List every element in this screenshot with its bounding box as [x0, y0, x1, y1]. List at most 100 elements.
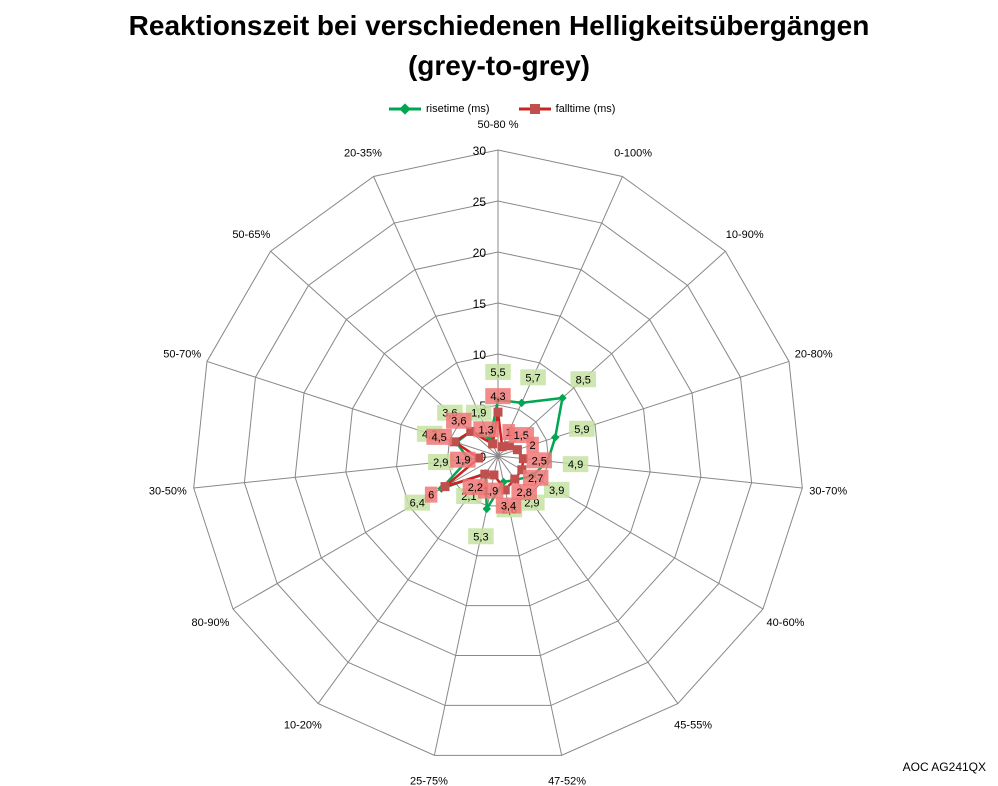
- category-label: 10-90%: [726, 229, 764, 241]
- data-point: [517, 465, 527, 475]
- data-label: 3,9: [549, 485, 564, 497]
- grid-spoke-1: [497, 176, 623, 457]
- data-label-bg: [465, 404, 492, 421]
- data-label: 1,9: [471, 408, 486, 420]
- data-point: [558, 393, 567, 403]
- legend-swatch-falltime: [518, 104, 551, 114]
- data-label: 1,5: [514, 430, 529, 442]
- data-label: 3,4: [501, 501, 516, 513]
- data-label: 1,3: [478, 424, 493, 436]
- data-label-bg: [450, 451, 476, 468]
- data-label-bg: [543, 481, 570, 498]
- data-label-bg: [473, 421, 499, 438]
- data-label: 2,2: [468, 482, 483, 494]
- grid-ring-5: [243, 200, 753, 706]
- data-label: 4,9: [568, 459, 583, 471]
- category-label: 0-100%: [614, 148, 652, 160]
- data-label: 6: [428, 490, 434, 502]
- data-point: [493, 407, 503, 417]
- data-label: 1,9: [455, 455, 470, 467]
- category-label: 10-20%: [284, 720, 322, 732]
- data-point: [482, 504, 492, 514]
- data-point: [510, 474, 520, 484]
- data-point: [517, 398, 526, 408]
- category-label: 50-70%: [163, 348, 201, 360]
- data-label: 5,9: [574, 424, 589, 436]
- chart-title-line1: Reaktionszeit bei verschiedenen Helligke…: [128, 10, 870, 41]
- tick-label: 20: [473, 246, 487, 260]
- data-label: 3,6: [451, 416, 466, 428]
- data-label-bg: [495, 497, 522, 514]
- data-label-bg: [520, 369, 546, 386]
- data-label: 5,3: [473, 531, 488, 543]
- tick-label: 30: [473, 144, 487, 158]
- data-label-bg: [426, 428, 452, 445]
- data-label: 2,8: [517, 487, 532, 499]
- data-label: 4,3: [490, 391, 505, 403]
- data-label-bg: [404, 494, 430, 511]
- category-label: 30-70%: [809, 486, 847, 498]
- grid-spoke-2: [497, 250, 726, 457]
- data-point: [550, 433, 560, 442]
- data-point: [488, 439, 498, 449]
- grid-ring-6: [193, 149, 803, 756]
- data-label-bg: [562, 456, 589, 473]
- data-label-bg: [462, 479, 489, 496]
- category-label: 20-35%: [344, 148, 382, 160]
- legend-item-risetime: risetime (ms): [388, 103, 490, 115]
- data-label-bg: [569, 420, 595, 437]
- legend-item-falltime: falltime (ms): [518, 103, 616, 115]
- chart-title-line2: (grey-to-grey): [407, 50, 590, 81]
- grid-ring-3: [345, 302, 651, 607]
- data-label: 5,5: [490, 367, 505, 379]
- category-label: 50-80 %: [478, 119, 519, 131]
- data-label-bg: [526, 452, 553, 469]
- data-label-bg: [570, 371, 596, 388]
- grid-spoke-10: [232, 455, 499, 610]
- data-label: 6,4: [410, 498, 425, 510]
- data-point: [497, 442, 507, 452]
- grid-spoke-3: [497, 360, 790, 457]
- category-label: 20-80%: [795, 348, 833, 360]
- data-label: 2: [530, 440, 536, 452]
- legend-label-risetime: risetime (ms): [426, 103, 490, 115]
- data-label-bg: [427, 454, 454, 471]
- legend-swatch-risetime: [389, 103, 421, 115]
- category-label: 30-50%: [149, 486, 187, 498]
- tick-label: 10: [473, 348, 487, 362]
- data-label-bg: [511, 484, 537, 501]
- category-label: 25-75%: [410, 776, 448, 786]
- data-label: 4,5: [431, 432, 446, 444]
- data-point: [440, 482, 450, 492]
- data-label-bg: [522, 469, 549, 486]
- data-label-bg: [485, 363, 511, 380]
- data-point: [512, 445, 522, 455]
- chart-legend: risetime (ms) falltime (ms): [388, 101, 615, 117]
- data-label-bg: [468, 528, 494, 545]
- category-label: 45-55%: [674, 720, 712, 732]
- data-label: 8,5: [576, 374, 591, 386]
- data-point: [466, 426, 476, 436]
- data-point: [480, 469, 490, 479]
- data-point: [518, 454, 528, 464]
- data-point: [474, 453, 484, 463]
- tick-label: 15: [473, 297, 487, 311]
- data-point: [489, 470, 499, 480]
- category-label: 50-65%: [232, 229, 270, 241]
- data-point: [504, 441, 514, 451]
- tick-label: 25: [473, 195, 487, 209]
- category-label: 40-60%: [767, 617, 805, 629]
- data-label: 2,9: [433, 457, 448, 469]
- data-label: 2,5: [532, 455, 547, 467]
- data-point: [449, 437, 459, 447]
- category-label: 47-52%: [548, 776, 586, 786]
- category-label: 80-90%: [192, 617, 230, 629]
- data-label: 2,9: [524, 498, 539, 510]
- data-label-bg: [446, 412, 472, 429]
- data-label: 2,7: [528, 473, 543, 485]
- data-label-bg: [485, 388, 511, 405]
- data-point: [500, 485, 510, 495]
- legend-label-falltime: falltime (ms): [555, 103, 616, 115]
- grid-ring-4: [294, 251, 702, 657]
